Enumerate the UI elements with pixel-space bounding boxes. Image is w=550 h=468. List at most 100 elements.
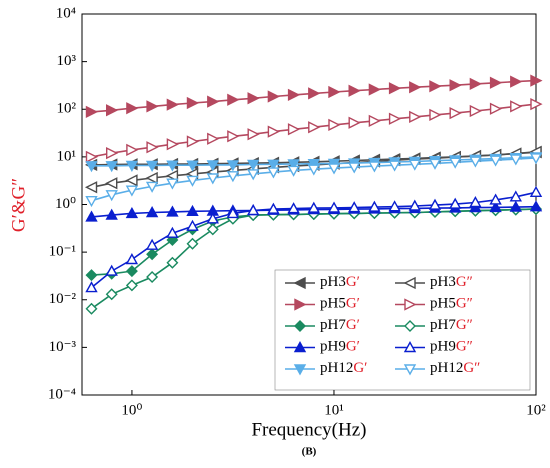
data-point — [166, 160, 179, 172]
data-point — [247, 169, 260, 181]
y-axis-label: G′&G″ — [8, 178, 29, 232]
data-point — [145, 171, 158, 185]
y-tick-label: 10⁻¹ — [49, 244, 76, 260]
data-point — [489, 155, 502, 167]
data-point — [510, 75, 523, 88]
data-point — [307, 201, 320, 213]
y-tick-label: 10⁻⁴ — [48, 386, 76, 402]
data-point — [287, 159, 300, 171]
data-point — [125, 185, 139, 197]
data-point — [146, 248, 159, 261]
data-point — [85, 281, 98, 293]
data-point — [489, 102, 503, 115]
data-point — [509, 154, 522, 166]
data-point — [247, 159, 260, 171]
data-point — [388, 160, 401, 172]
data-point — [206, 160, 219, 172]
data-point — [166, 226, 179, 238]
y-tick-label: 10¹ — [57, 148, 77, 164]
data-point — [469, 196, 482, 208]
data-point — [287, 123, 301, 136]
x-axis-label: Frequency(Hz) — [251, 419, 366, 440]
data-point — [449, 106, 462, 120]
data-point — [105, 190, 118, 202]
data-point — [146, 271, 159, 283]
data-point — [85, 210, 98, 222]
data-point — [125, 160, 139, 172]
data-point — [166, 98, 179, 111]
data-point — [186, 135, 200, 148]
data-point — [368, 83, 381, 96]
data-point — [126, 143, 139, 157]
legend-label: pH12G′ — [320, 360, 367, 376]
data-point — [267, 90, 280, 103]
data-point — [368, 114, 381, 128]
data-point — [510, 100, 523, 113]
data-point — [85, 302, 98, 315]
data-point — [125, 279, 138, 292]
data-point — [428, 198, 442, 210]
data-point — [85, 150, 99, 164]
legend-marker — [403, 364, 417, 376]
data-point — [449, 157, 462, 169]
legend-marker — [293, 276, 306, 290]
data-point — [145, 206, 159, 218]
data-point — [105, 288, 118, 301]
data-point — [267, 167, 280, 179]
legend-marker — [294, 320, 306, 332]
data-point — [368, 200, 381, 212]
data-point — [449, 79, 462, 92]
data-point — [428, 158, 442, 170]
legend-label: pH7G″ — [430, 317, 473, 333]
data-point — [408, 199, 421, 211]
data-point — [146, 141, 159, 154]
legend-label: pH5G″ — [430, 296, 473, 312]
data-point — [449, 197, 462, 209]
legend-label: pH5G′ — [320, 296, 360, 312]
data-point — [105, 161, 118, 173]
x-tick-label: 10⁰ — [121, 402, 142, 418]
data-point — [489, 76, 503, 89]
data-point — [247, 204, 260, 216]
y-tick-label: 10⁻³ — [49, 339, 77, 355]
data-point — [85, 161, 98, 173]
y-tick-label: 10⁰ — [55, 196, 76, 212]
data-point — [408, 159, 421, 171]
data-point — [85, 269, 98, 282]
data-point — [226, 160, 240, 172]
data-point — [186, 237, 199, 250]
data-point — [388, 82, 402, 95]
data-point — [308, 87, 321, 100]
legend-marker — [403, 341, 417, 353]
data-point — [348, 84, 361, 97]
data-point — [429, 108, 442, 122]
data-point — [145, 238, 159, 250]
data-point — [530, 74, 543, 87]
data-point — [186, 204, 199, 217]
data-point — [308, 121, 321, 134]
data-point — [529, 200, 543, 212]
data-point — [489, 200, 502, 213]
legend-label: pH3G″ — [430, 274, 473, 290]
data-point — [267, 202, 280, 214]
data-point — [247, 92, 260, 105]
data-point — [186, 219, 199, 231]
data-point — [166, 138, 179, 151]
data-point — [166, 256, 179, 269]
data-point — [186, 175, 199, 187]
data-point — [186, 96, 200, 110]
data-point — [85, 195, 98, 208]
legend-marker — [404, 320, 416, 332]
data-point — [125, 206, 139, 219]
y-tick-label: 10⁻² — [49, 291, 77, 307]
data-point — [327, 163, 341, 175]
data-point — [509, 190, 522, 202]
data-point — [409, 81, 422, 94]
legend-label: pH3G′ — [320, 274, 360, 290]
data-point — [207, 95, 220, 108]
data-point — [287, 202, 300, 214]
legend-label: pH12G″ — [430, 360, 480, 376]
data-point — [85, 105, 99, 119]
legend-marker — [294, 298, 307, 311]
